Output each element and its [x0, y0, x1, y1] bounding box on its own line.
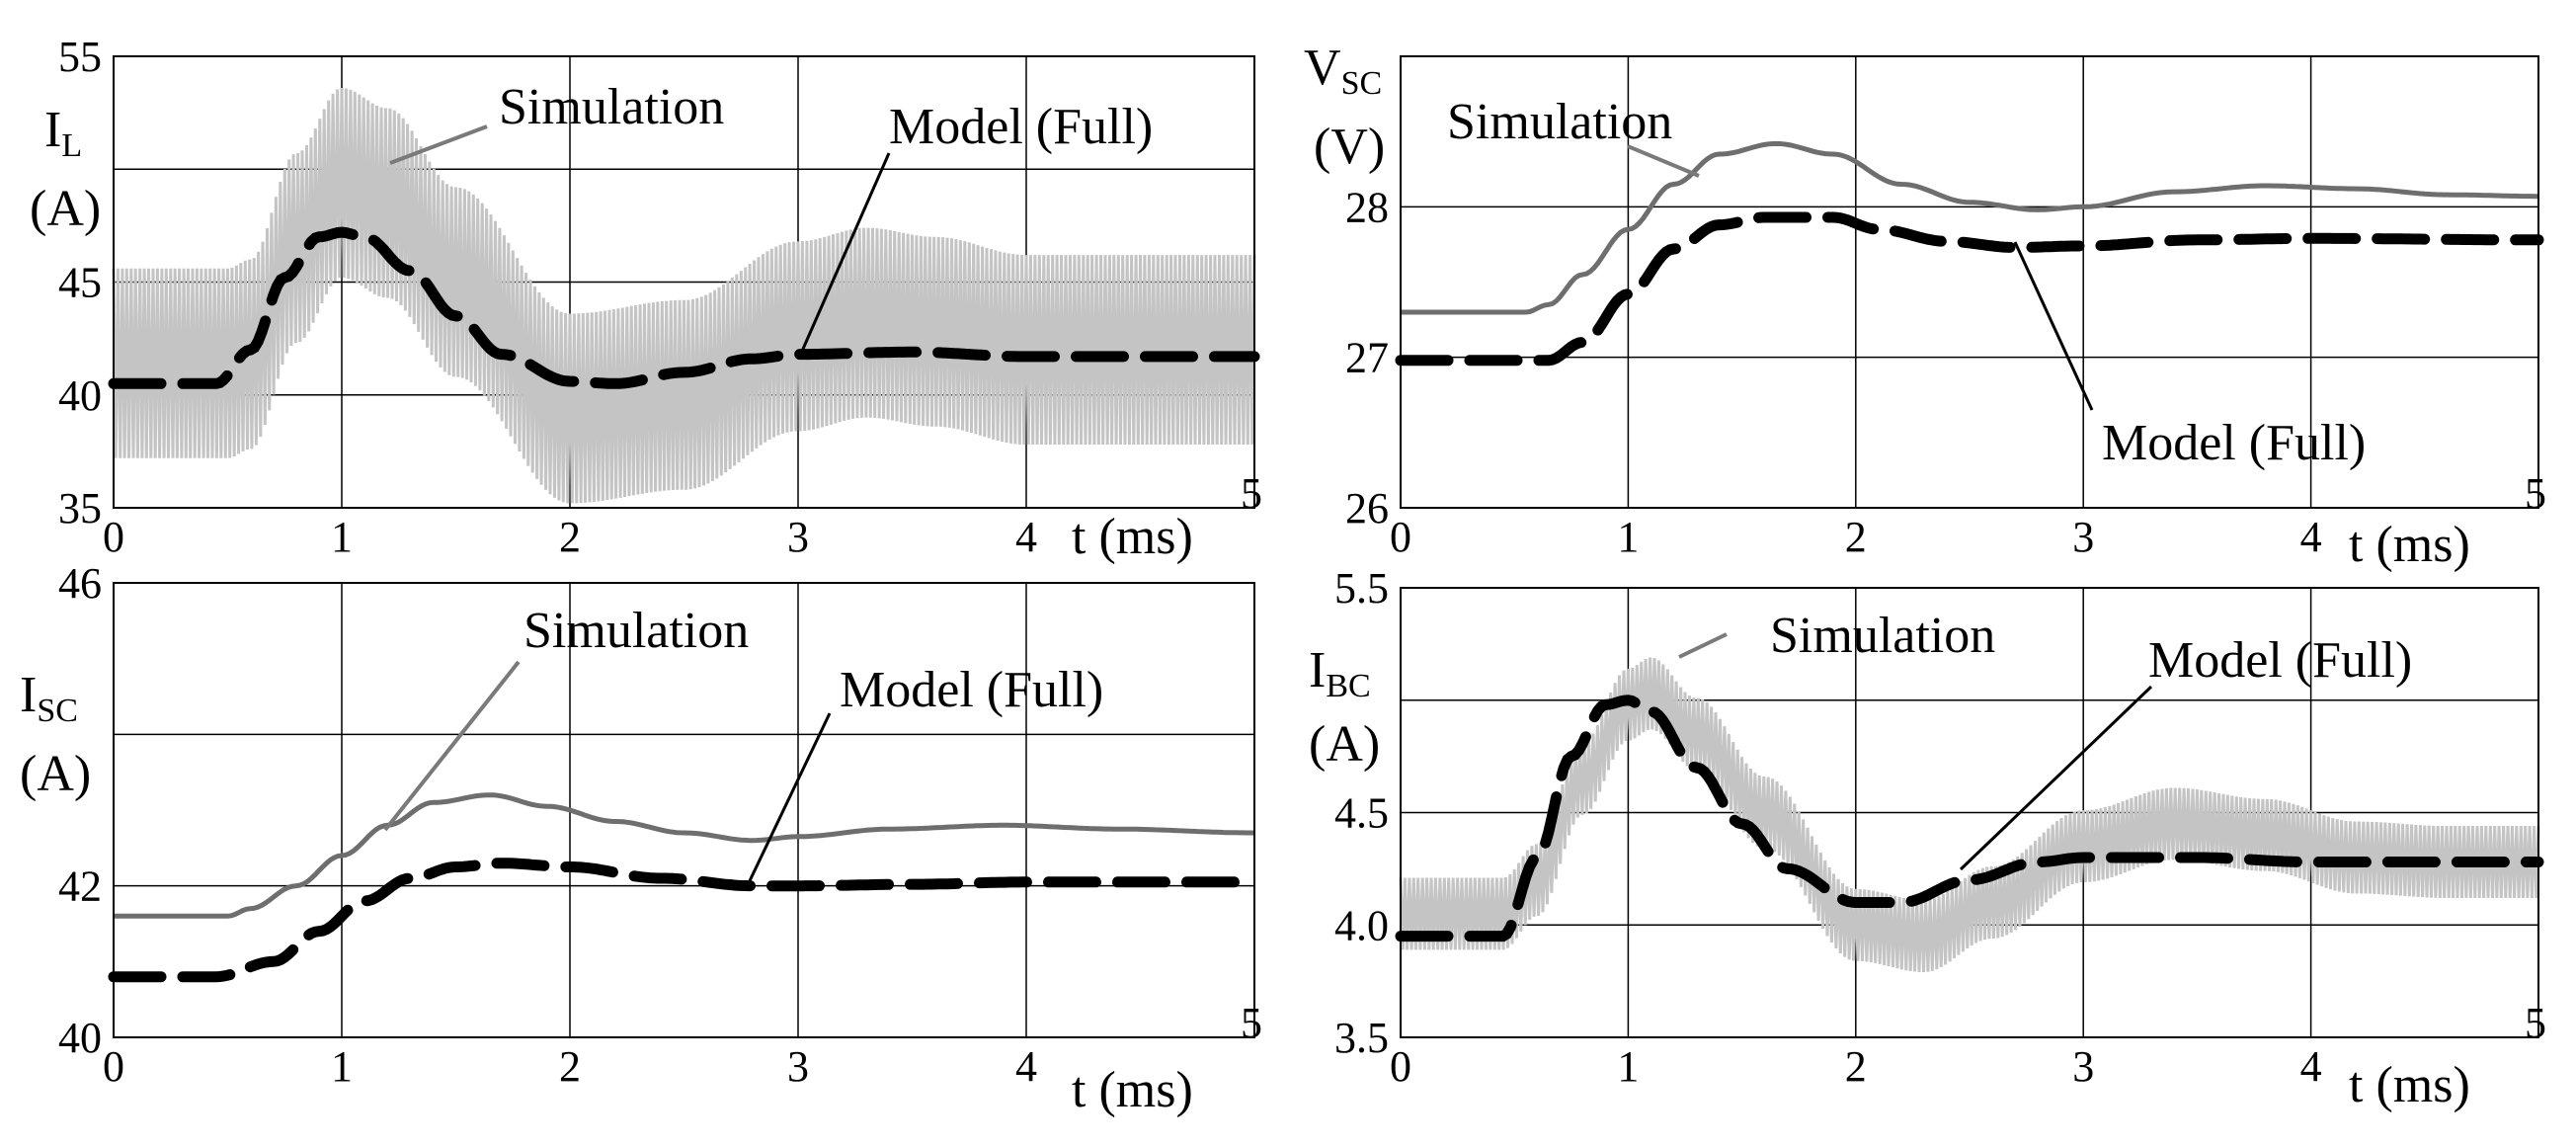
y-axis-label-bottom-left: ISC	[20, 667, 78, 729]
x-tick-label-top-left: 0	[103, 513, 124, 561]
panel-bottom-right: 0 1 2 3 4 5 3.5 4.0 4.5 5.5 IBC (A) t (ms) Simula…	[1309, 564, 2546, 1113]
y-tick-label-top-right: 26	[1345, 484, 1389, 533]
y-tick-label-top-right: 27	[1345, 334, 1389, 382]
ticks-bottom-right: 0 1 2 3 4 5 3.5 4.0 4.5 5.5	[1334, 564, 2546, 1091]
x-tick-label-top-right: 3	[2072, 513, 2094, 561]
x-axis-label-top-left: t (ms)	[1072, 509, 1193, 565]
pointer-simulation-bottom-right	[1678, 632, 1728, 659]
plot-frame-top-right	[1400, 55, 2539, 509]
x-tick-label-top-left: 4	[1015, 513, 1037, 561]
annotation-model-top-right: Model (Full)	[2102, 415, 2366, 471]
series-bottom-right	[1395, 657, 2544, 973]
grid-top-right	[1401, 56, 2538, 508]
x-tick-label-top-right: 5	[2525, 469, 2546, 518]
x-tick-label-top-left: 2	[559, 513, 581, 561]
y-tick-label-top-left: 40	[58, 371, 102, 420]
series-model-full-bottom-right	[1395, 695, 2544, 942]
series-model-full-top-right	[1395, 211, 2544, 367]
x-tick-label-top-right: 0	[1390, 513, 1411, 561]
y-tick-label-bottom-right: 5.5	[1334, 564, 1389, 613]
y-axis-label-top-left: IL	[44, 102, 82, 164]
x-axis-label-bottom-left: t (ms)	[1072, 1062, 1193, 1118]
series-simulation-bottom-left	[114, 792, 1254, 919]
x-tick-label-bottom-right: 5	[2525, 999, 2546, 1047]
y-tick-label-bottom-left: 42	[58, 862, 102, 911]
pointer-model-bottom-left	[744, 712, 832, 890]
x-tick-label-bottom-left: 4	[1015, 1042, 1037, 1091]
pointer-model-bottom-right	[1959, 685, 2153, 871]
annotation-model-bottom-right: Model (Full)	[2148, 632, 2412, 689]
y-axis-unit-top-right: (V)	[1314, 119, 1385, 175]
x-tick-label-bottom-left: 5	[1241, 999, 1262, 1047]
plot-frame-top-left	[113, 55, 1255, 509]
pointer-model-top-right	[2013, 241, 2094, 411]
x-tick-label-bottom-left: 2	[559, 1042, 581, 1091]
annotation-model-top-left: Model (Full)	[889, 99, 1153, 155]
plot-frame-bottom-right	[1400, 587, 2539, 1038]
y-tick-label-top-left: 55	[58, 33, 102, 81]
annotation-simulation-bottom-right: Simulation	[1770, 608, 1995, 664]
x-tick-label-bottom-right: 3	[2072, 1042, 2094, 1091]
x-tick-label-top-right: 4	[2300, 513, 2322, 561]
panel-top-right: 0 1 2 3 4 5 26 27 28 VSC (V) t (ms) Simulation M…	[1304, 40, 2546, 573]
x-tick-label-bottom-left: 1	[331, 1042, 353, 1091]
series-simulation-bottom-right	[1399, 657, 2540, 973]
x-tick-label-top-left: 1	[331, 513, 353, 561]
annotation-simulation-top-right: Simulation	[1447, 94, 1672, 150]
series-top-left	[108, 87, 1260, 504]
y-axis-label-bottom-right: IBC	[1309, 642, 1371, 704]
x-tick-label-bottom-right: 1	[1617, 1042, 1639, 1091]
y-tick-label-bottom-left: 46	[58, 559, 102, 608]
pointer-model-top-left	[798, 152, 891, 357]
x-tick-label-bottom-right: 2	[1845, 1042, 1867, 1091]
y-tick-label-top-right: 28	[1345, 183, 1389, 231]
x-tick-label-top-left: 5	[1241, 469, 1262, 518]
x-tick-label-bottom-right: 0	[1390, 1042, 1411, 1091]
x-tick-label-bottom-left: 0	[103, 1042, 124, 1091]
x-axis-label-bottom-right: t (ms)	[2349, 1057, 2470, 1113]
series-model-full-top-left	[108, 226, 1260, 389]
series-model-full-bottom-left	[108, 858, 1260, 983]
y-axis-unit-bottom-right: (A)	[1309, 716, 1380, 773]
y-tick-label-bottom-right: 4.5	[1334, 789, 1389, 838]
y-tick-label-bottom-right: 4.0	[1334, 901, 1389, 949]
x-tick-label-bottom-right: 4	[2300, 1042, 2322, 1091]
series-simulation-top-right	[1401, 140, 2538, 315]
pointer-simulation-top-right	[1627, 144, 1700, 178]
y-tick-label-bottom-right: 3.5	[1334, 1014, 1389, 1062]
series-simulation-top-left	[112, 87, 1256, 504]
y-axis-unit-top-left: (A)	[30, 181, 101, 237]
series-top-right	[1395, 140, 2544, 367]
x-tick-label-bottom-left: 3	[787, 1042, 809, 1091]
ticks-top-right: 0 1 2 3 4 5 26 27 28	[1345, 183, 2546, 561]
y-axis-label-top-right: VSC	[1304, 40, 1382, 102]
x-tick-label-top-right: 2	[1845, 513, 1867, 561]
x-tick-label-top-right: 1	[1617, 513, 1639, 561]
annotation-model-bottom-left: Model (Full)	[840, 662, 1103, 718]
plot-frame-bottom-left	[113, 582, 1255, 1038]
y-tick-label-bottom-left: 40	[58, 1014, 102, 1062]
ticks-bottom-left: 0 1 2 3 4 5 40 42 46	[58, 559, 1262, 1091]
series-bottom-left	[108, 792, 1260, 983]
pointer-simulation-bottom-left	[383, 660, 521, 832]
pointer-simulation-top-left	[389, 124, 488, 165]
x-axis-label-top-right: t (ms)	[2349, 517, 2470, 573]
x-tick-label-top-left: 3	[787, 513, 809, 561]
annotation-simulation-top-left: Simulation	[499, 79, 724, 135]
annotation-simulation-bottom-left: Simulation	[523, 603, 749, 659]
y-axis-unit-bottom-left: (A)	[20, 746, 91, 802]
panel-bottom-left: 0 1 2 3 4 5 40 42 46 ISC (A) t (ms) Simulation M…	[20, 559, 1262, 1118]
y-tick-label-top-left: 45	[58, 259, 102, 307]
y-tick-label-top-left: 35	[58, 484, 102, 533]
